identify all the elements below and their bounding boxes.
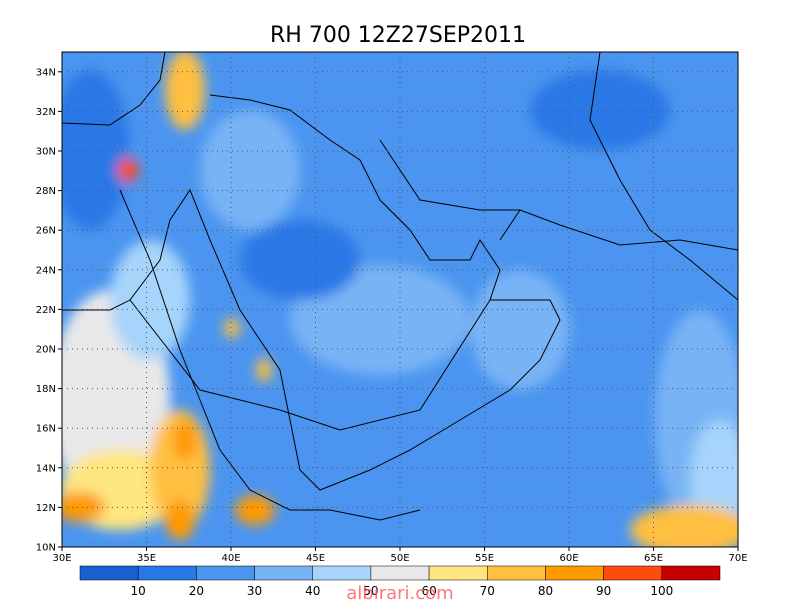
colorbar-label: 40 — [305, 584, 320, 598]
colorbar-label: 50 — [363, 584, 378, 598]
colorbar-label: 70 — [480, 584, 495, 598]
colorbar-swatch — [487, 565, 546, 581]
colorbar-label: 10 — [131, 584, 146, 598]
y-tick-label: 14N — [36, 463, 56, 474]
y-axis: 10N 12N 14N 16N 18N 20N 22N 24N 26N 28N 30N 32N 34N — [36, 67, 738, 554]
y-tick-label: 30N — [36, 147, 56, 158]
x-tick-label: 55E — [475, 553, 494, 564]
y-tick-label: 26N — [36, 226, 56, 237]
x-axis: 30E 35E 40E 45E 50E 55E 60E 65E 70E — [52, 52, 748, 564]
x-tick-label: 30E — [52, 553, 71, 564]
x-tick-label: 65E — [644, 553, 663, 564]
title: RH 700 12Z27SEP2011 — [270, 23, 526, 48]
colorbar-label: 20 — [189, 584, 204, 598]
y-tick-label: 32N — [36, 107, 56, 118]
y-tick-label: 22N — [36, 305, 56, 316]
colorbar-label: 60 — [421, 584, 436, 598]
y-tick-label: 18N — [36, 384, 56, 395]
colorbar-swatch — [196, 565, 255, 581]
colorbar-swatch — [137, 565, 197, 581]
y-tick-label: 16N — [36, 424, 56, 435]
colorbar-label: 100 — [650, 584, 673, 598]
x-tick-label: 70E — [728, 553, 747, 564]
x-tick-label: 45E — [306, 553, 325, 564]
colorbar-swatch — [428, 565, 488, 581]
x-tick-label: 60E — [559, 553, 578, 564]
rh-field — [62, 52, 738, 547]
y-tick-label: 34N — [36, 67, 56, 78]
watermark: albirari.com — [346, 583, 453, 600]
x-tick-label: 50E — [390, 553, 409, 564]
colorbar-swatch — [661, 565, 721, 581]
coastlines — [62, 52, 738, 521]
colorbar-swatch — [79, 565, 139, 581]
y-tick-label: 12N — [36, 503, 56, 514]
colorbar-swatch — [545, 565, 604, 581]
y-tick-label: 10N — [36, 543, 56, 554]
colorbar-label: 80 — [538, 584, 553, 598]
y-tick-label: 24N — [36, 265, 56, 276]
colorbar-swatch — [312, 565, 372, 581]
y-tick-label: 28N — [36, 186, 56, 197]
x-tick-label: 35E — [137, 553, 156, 564]
colorbar-swatch — [370, 565, 430, 581]
x-tick-label: 40E — [221, 553, 240, 564]
colorbar: 10 20 30 40 50 60 70 80 90 100 — [79, 565, 721, 598]
colorbar-swatch — [603, 565, 663, 581]
colorbar-label: 90 — [596, 584, 611, 598]
colorbar-label: 30 — [247, 584, 262, 598]
y-tick-label: 20N — [36, 345, 56, 356]
colorbar-swatch — [254, 565, 313, 581]
